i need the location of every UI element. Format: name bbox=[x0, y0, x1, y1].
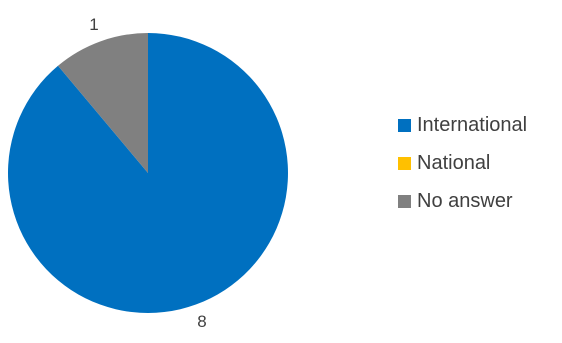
legend-swatch-no-answer bbox=[398, 194, 411, 208]
data-label-no-answer: 1 bbox=[89, 15, 98, 34]
pie-slice-no-answer bbox=[58, 32, 149, 173]
legend-item-no-answer: No answer bbox=[398, 188, 562, 214]
legend-swatch-national bbox=[398, 156, 411, 170]
pie-slices bbox=[7, 32, 288, 314]
legend-label-no-answer: No answer bbox=[417, 189, 513, 212]
legend-label-international: International bbox=[417, 113, 528, 136]
legend-label-national: National bbox=[417, 151, 491, 174]
legend-item-international: International bbox=[398, 112, 562, 138]
pie-data-labels: 81 bbox=[89, 15, 207, 331]
legend-swatch-international bbox=[398, 118, 411, 132]
data-label-international: 8 bbox=[197, 312, 206, 331]
legend: International National No answer bbox=[398, 112, 562, 226]
legend-item-national: National bbox=[398, 150, 562, 176]
pie-slice-international bbox=[7, 33, 288, 314]
